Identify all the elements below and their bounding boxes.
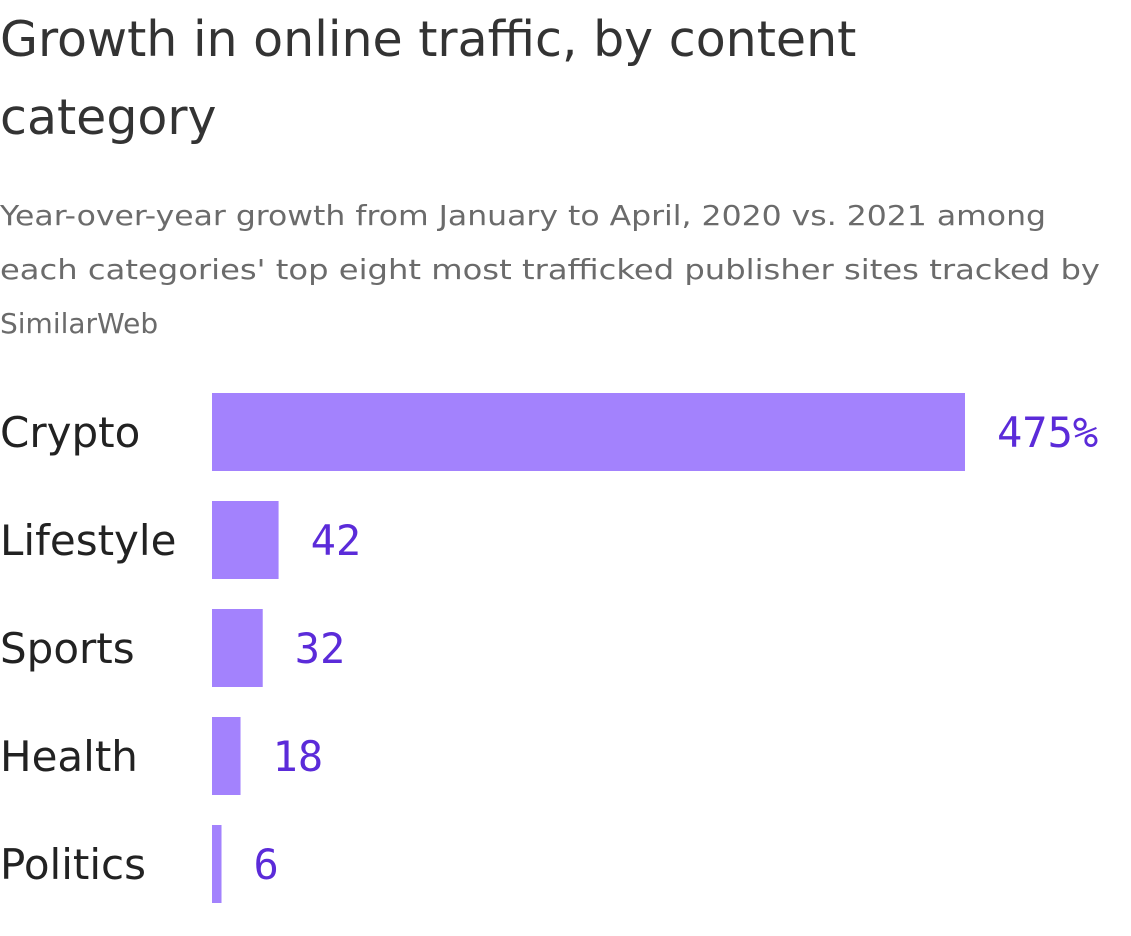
bar-politics [212, 825, 222, 903]
category-label-sports: Sports [0, 624, 135, 673]
chart-subtitle-line-2: each categories' top eight most traffick… [0, 253, 1100, 286]
bars-group: Crypto 475% Lifestyle 42 Sports 32 Health 18 Pol… [0, 393, 1098, 903]
value-label-sports: 32 [295, 624, 346, 673]
chart-subtitle-line-3: SimilarWeb [0, 307, 158, 340]
category-label-health: Health [0, 732, 138, 781]
chart-title-line-2: category [0, 89, 217, 146]
bar-lifestyle [212, 501, 279, 579]
bar-sports [212, 609, 263, 687]
category-label-politics: Politics [0, 840, 146, 889]
value-label-lifestyle: 42 [311, 516, 362, 565]
bar-crypto [212, 393, 965, 471]
value-label-crypto: 475% [997, 408, 1098, 457]
chart-subtitle-line-1: Year-over-year growth from January to Ap… [0, 199, 1046, 232]
value-label-politics: 6 [254, 840, 279, 889]
value-label-health: 18 [273, 732, 324, 781]
bar-health [212, 717, 241, 795]
category-label-crypto: Crypto [0, 408, 140, 457]
chart-title-line-1: Growth in online traffic, by content [0, 11, 856, 68]
category-label-lifestyle: Lifestyle [0, 516, 176, 565]
